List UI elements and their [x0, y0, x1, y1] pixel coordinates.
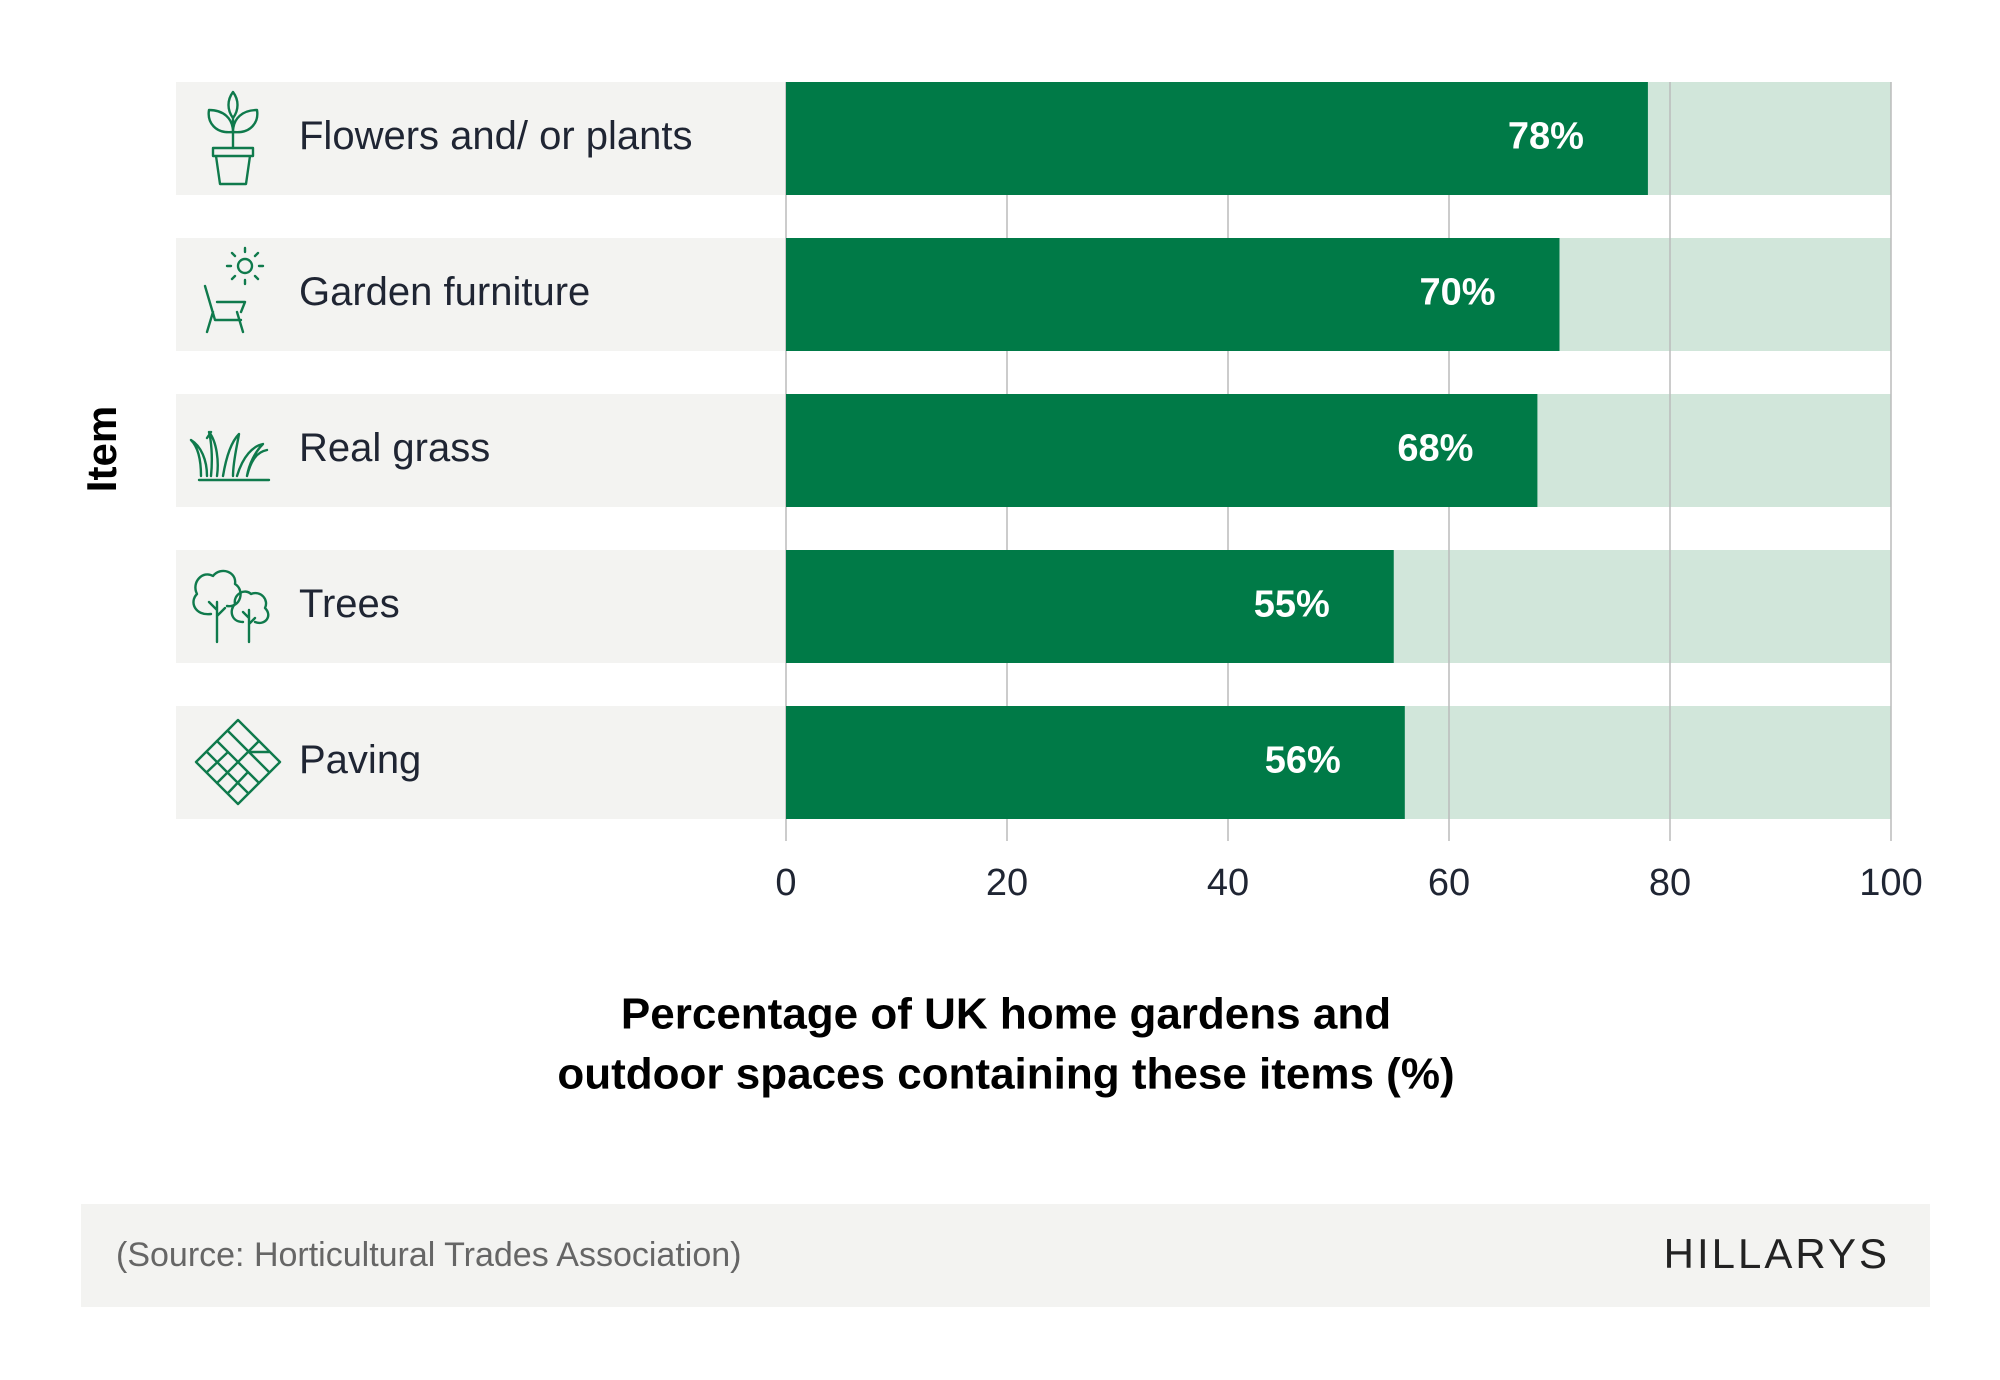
x-axis-title: outdoor spaces containing these items (%… [557, 1050, 1454, 1099]
icon-paving [194, 718, 282, 806]
y-axis-title: Item [78, 406, 125, 492]
x-axis-title: Percentage of UK home gardens and [621, 990, 1391, 1039]
category-label: Garden furniture [299, 270, 590, 314]
bars [786, 82, 1648, 819]
row-background [176, 550, 786, 663]
bar [786, 706, 1405, 819]
value-label: 55% [1254, 584, 1330, 626]
x-tick-label: 60 [1428, 862, 1470, 904]
value-label: 56% [1265, 740, 1341, 782]
bar [786, 238, 1560, 351]
row-backgrounds [176, 82, 786, 819]
value-label: 70% [1419, 272, 1495, 314]
category-label: Real grass [299, 426, 490, 470]
value-label: 78% [1508, 116, 1584, 158]
bar [786, 82, 1648, 195]
icon-plant [207, 90, 259, 186]
brand: HILLARYS [1664, 1230, 1890, 1277]
icons [189, 90, 282, 806]
category-label: Paving [299, 738, 421, 782]
source: (Source: Horticultural Trades Associatio… [116, 1236, 741, 1274]
icon-chair [203, 246, 265, 334]
row-background [176, 82, 786, 195]
x-tick-label: 0 [775, 862, 796, 904]
row-background [176, 238, 786, 351]
x-tick-label: 80 [1649, 862, 1691, 904]
bar [786, 550, 1394, 663]
category-label: Trees [299, 582, 400, 626]
x-tick-label: 20 [986, 862, 1028, 904]
category-label: Flowers and/ or plants [299, 114, 693, 158]
footer [81, 1204, 1930, 1307]
value-label: 68% [1397, 428, 1473, 470]
bar [786, 394, 1538, 507]
row-background [176, 394, 786, 507]
x-tick-label: 40 [1207, 862, 1249, 904]
row-background [176, 706, 786, 819]
labels: Flowers and/ or plants Garden furniture Re… [299, 114, 1923, 904]
icon-grass [189, 430, 271, 482]
icon-trees [192, 569, 270, 644]
x-tick-label: 100 [1859, 862, 1922, 904]
